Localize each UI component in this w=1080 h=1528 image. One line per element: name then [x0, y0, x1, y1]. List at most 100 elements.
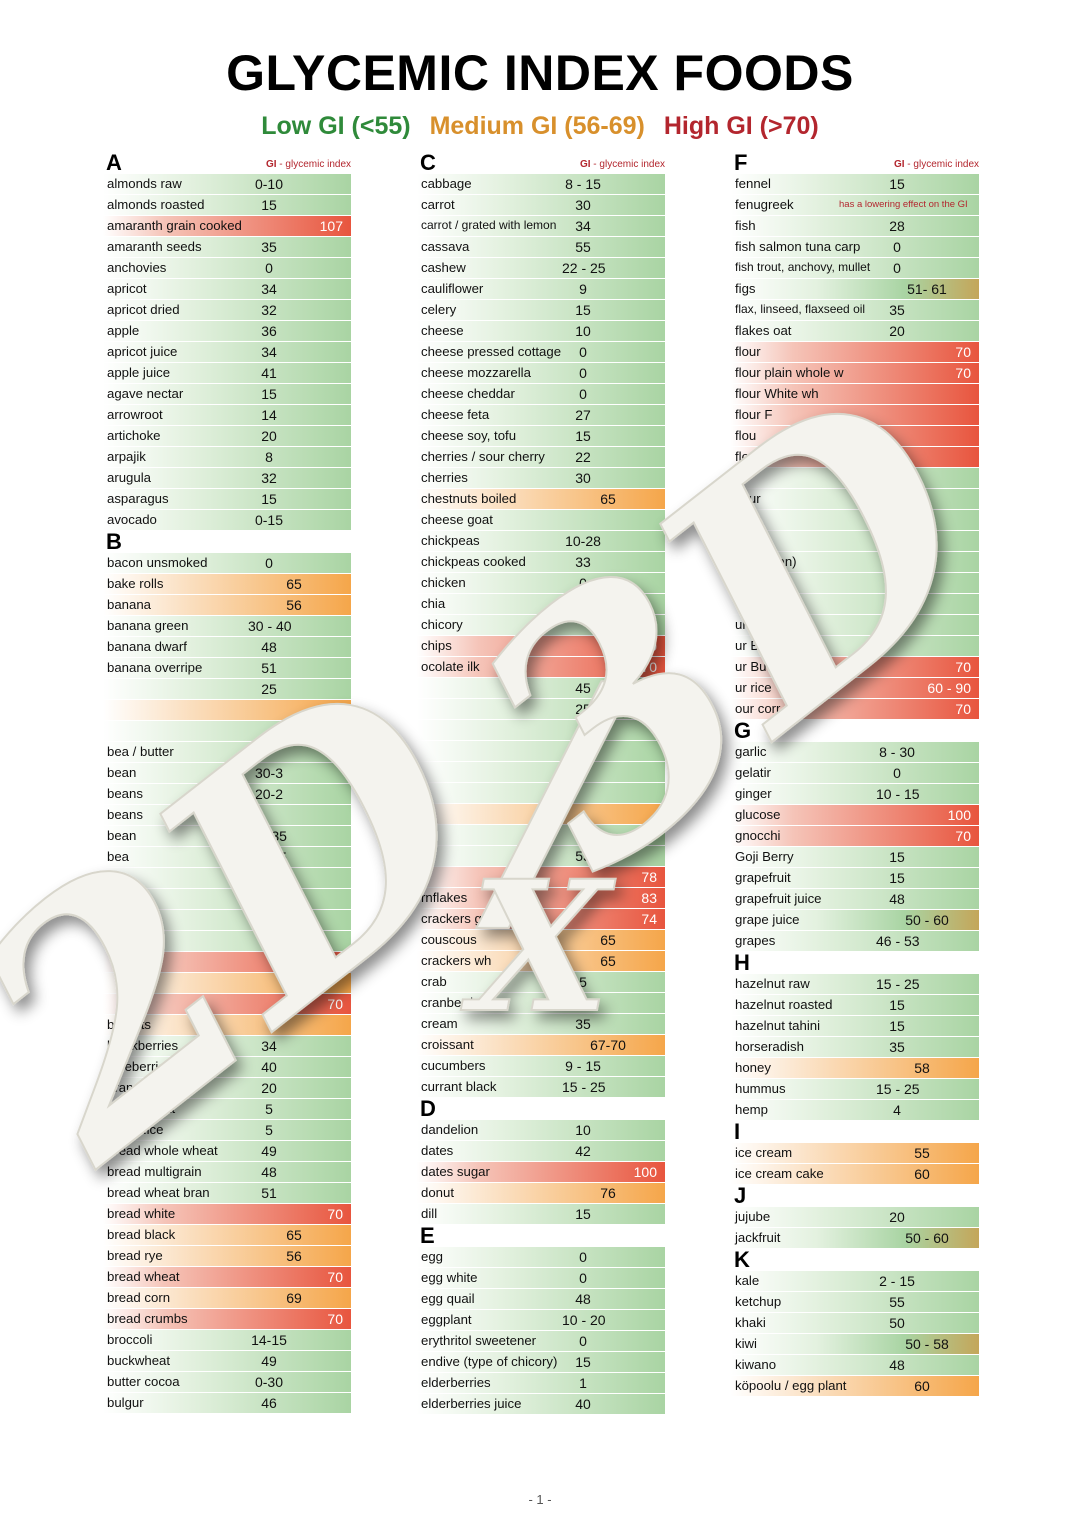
gi-value: 5: [265, 1101, 273, 1117]
food-name: buckwheat: [107, 1353, 171, 1368]
food-name: almonds roasted: [107, 197, 205, 212]
food-name: ur C esan): [735, 554, 797, 569]
food-row: almonds roasted 15: [103, 195, 351, 216]
gi-value: 70: [327, 1269, 343, 1285]
food-row: figs 51- 61: [731, 279, 979, 300]
food-name: flakes oat: [735, 323, 792, 338]
column-c-e: C GI - glycemic index cabbage 8 - 15 carrot 3…: [417, 148, 665, 1415]
food-row: bran Rice 5: [103, 1120, 351, 1141]
food-row: celery 15: [417, 300, 665, 321]
gi-value: 9 - 15: [565, 1058, 601, 1074]
food-name: broccoli: [107, 1332, 153, 1347]
food-row: chia: [417, 594, 665, 615]
food-name: banana overripe: [107, 660, 203, 675]
legend-low: Low GI (<55): [261, 112, 411, 140]
food-name: beans: [107, 807, 143, 822]
food-name: garlic: [735, 744, 767, 759]
food-name: flour: [735, 533, 761, 548]
food-row: flour 70: [731, 342, 979, 363]
food-name: flour: [735, 512, 761, 527]
gi-value: 8 - 30: [879, 744, 915, 760]
gi-value: 0: [893, 470, 901, 486]
gi-value: 20: [261, 1080, 277, 1096]
gi-value: 70: [955, 659, 971, 675]
food-row: bread corn 69: [103, 1288, 351, 1309]
food-name: currant black: [421, 1079, 497, 1094]
food-name: anchovies: [107, 260, 167, 275]
food-row: butter cocoa 0-30: [103, 1372, 351, 1393]
gi-value: 9: [579, 281, 587, 297]
food-name: bake rolls: [107, 576, 164, 591]
section-letter: E: [420, 1223, 435, 1248]
section-divider: K: [731, 1249, 979, 1271]
food-row: hummus 15 - 25: [731, 1079, 979, 1100]
food-name: ice cream cake: [735, 1166, 824, 1181]
food-row: flo ce: [731, 447, 979, 468]
food-row: grape juice 50 - 60: [731, 910, 979, 931]
gi-value: 35: [889, 1039, 905, 1055]
gi-value: 70: [327, 1206, 343, 1222]
food-row: ur C esan) 40: [731, 552, 979, 573]
food-row: 25: [417, 699, 665, 720]
food-name: bread multigrain: [107, 1164, 202, 1179]
gi-value: 15: [261, 386, 277, 402]
gi-value: 60: [286, 975, 302, 991]
food-row: 45: [417, 678, 665, 699]
gi-value: 35: [889, 302, 905, 318]
food-row: hazelnut raw 15 - 25: [731, 974, 979, 995]
food-name: Goji Berry: [735, 849, 794, 864]
food-row: bread black 65: [103, 1225, 351, 1246]
gi-value: 34: [575, 218, 591, 234]
food-name: flour plain whole w: [735, 365, 844, 380]
food-row: bulgur 46: [103, 1393, 351, 1414]
gi-value: 65: [600, 953, 616, 969]
gi-value: 76: [600, 1185, 616, 1201]
food-name: crackers gra: [421, 911, 494, 926]
gi-value: 33: [575, 554, 591, 570]
section-divider: G: [731, 720, 979, 742]
food-name: jujube: [735, 1209, 771, 1224]
gi-value: 49: [261, 1143, 277, 1159]
food-row: blueberries 40: [103, 1057, 351, 1078]
gi-value: 70: [641, 638, 657, 654]
food-row: cabbage 8 - 15: [417, 174, 665, 195]
food-name: bread wheat: [107, 1269, 180, 1284]
food-row: cucumbers 9 - 15: [417, 1056, 665, 1077]
gi-value: 78: [641, 869, 657, 885]
food-row: bran Wheat 5: [103, 1099, 351, 1120]
section-divider: B: [103, 531, 351, 553]
food-row: hazelnut roasted 15: [731, 995, 979, 1016]
gi-legend: Low GI (<55) Medium GI (56-69) High GI (…: [0, 112, 1080, 141]
food-name: chickpeas cooked: [421, 554, 526, 569]
food-name: chickpeas: [421, 533, 480, 548]
gi-value: 70: [955, 365, 971, 381]
gi-value: 46 - 53: [876, 933, 920, 949]
gi-value: 52: [261, 912, 277, 928]
food-row: chickpeas 10-28: [417, 531, 665, 552]
gi-value: 60: [914, 1166, 930, 1182]
gi-value: 40: [261, 1059, 277, 1075]
food-name: kiwi: [735, 1336, 757, 1351]
gi-value: 0: [265, 555, 273, 571]
gi-value: 30: [575, 470, 591, 486]
gi-value: 15: [575, 1354, 591, 1370]
food-name: cashew: [421, 260, 466, 275]
gi-value: 70: [955, 701, 971, 717]
food-row: buckwheat 49: [103, 1351, 351, 1372]
food-row: fish 28: [731, 216, 979, 237]
food-row: broccoli 14-15: [103, 1330, 351, 1351]
gi-text: - glycemic index: [904, 159, 979, 170]
food-name: crackers wh: [421, 953, 492, 968]
gi-value: 15 - 25: [876, 1081, 920, 1097]
food-name: dates: [421, 1143, 454, 1158]
food-name: carrot: [421, 197, 455, 212]
food-row: chestnuts boiled 65: [417, 489, 665, 510]
food-name: bea / butter: [107, 744, 174, 759]
gi-value: 1: [579, 1375, 587, 1391]
food-row: erythritol sweetener 0: [417, 1331, 665, 1352]
food-row: ur oa 44: [731, 573, 979, 594]
food-name: grapes: [735, 933, 776, 948]
food-row: apricot juice 34: [103, 342, 351, 363]
food-name: bulgur: [107, 1395, 144, 1410]
food-row: khaki 50: [731, 1313, 979, 1334]
